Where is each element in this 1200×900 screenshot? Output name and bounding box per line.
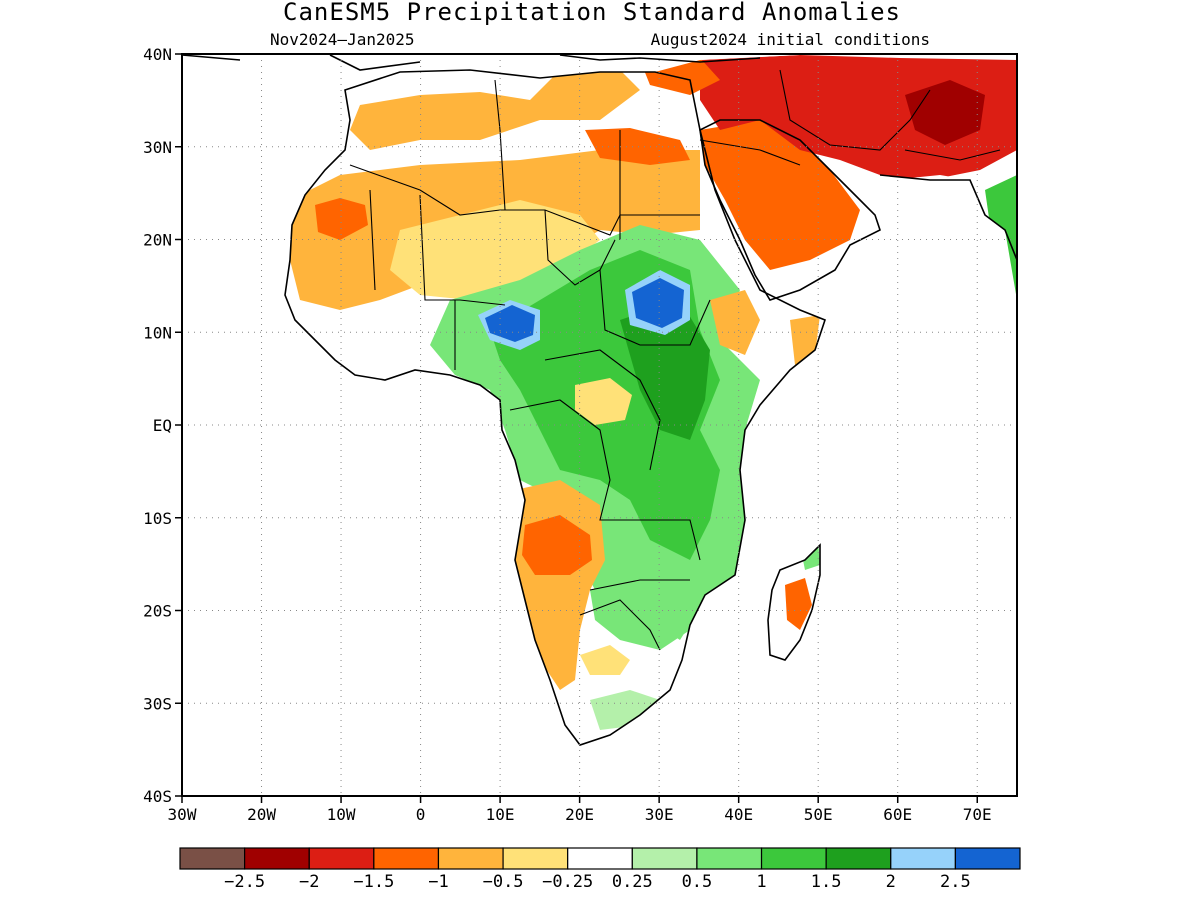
lon-tick-label: 30W (168, 805, 197, 824)
lat-tick-label: 30N (143, 138, 172, 157)
lat-tick-label: 40N (143, 45, 172, 64)
sudan-south-core (632, 278, 684, 328)
colorbar-swatch (502, 847, 569, 870)
lon-tick-label: 10E (486, 805, 515, 824)
gridlines (182, 54, 1017, 796)
lat-tick-label: EQ (153, 416, 172, 435)
lon-tick-label: 10W (327, 805, 356, 824)
madagascar-coastline (767, 543, 821, 661)
north-africa-dry (350, 70, 640, 150)
colorbar-label: 2 (886, 872, 896, 892)
colorbar-swatch (825, 847, 892, 870)
colorbar-swatch (631, 847, 698, 870)
southern-africa-green (590, 575, 705, 650)
colorbar-label: −0.5 (483, 872, 524, 892)
colorbar-swatch (437, 847, 504, 870)
subtitle-initial-conditions: August2024 initial conditions (651, 30, 930, 49)
east-africa-wet (620, 300, 710, 440)
colorbar-label: −1.5 (353, 872, 394, 892)
colorbar-label: −1 (428, 872, 448, 892)
colorbar-swatch (760, 847, 827, 870)
madagascar (785, 578, 812, 630)
colorbar-swatch (308, 847, 375, 870)
colorbar-label: 2.5 (940, 872, 971, 892)
colorbar-label: −0.25 (542, 872, 593, 892)
colorbar-swatch (567, 847, 633, 870)
lat-tick-label: 30S (143, 694, 172, 713)
afghanistan-core (905, 80, 985, 145)
colorbar-swatch (373, 847, 440, 870)
colorbar-label: −2 (299, 872, 319, 892)
lon-tick-label: 40E (724, 805, 753, 824)
lat-tick-label: 40S (143, 787, 172, 806)
arabia (700, 120, 860, 270)
country-borders (349, 69, 1001, 651)
colorbar-label: 1 (756, 872, 766, 892)
colorbar-swatch (179, 847, 246, 870)
mediterranean-north (182, 54, 761, 71)
colorbar-swatch (954, 847, 1021, 870)
arabia-coastline (699, 119, 881, 301)
lon-tick-label: 60E (883, 805, 912, 824)
horn-dry (710, 290, 760, 355)
colorbar: −2.5 −2 −1.5 −1 −0.5 −0.25 0.25 0.5 1 1.5 2 2.5 (179, 847, 1021, 892)
angola (522, 515, 592, 575)
congo-dry-patch (575, 378, 632, 425)
lon-tick-label: 30E (645, 805, 674, 824)
colorbar-label: 0.5 (682, 872, 713, 892)
lon-tick-label: 20W (247, 805, 276, 824)
south-africa-dry (580, 645, 630, 675)
colorbar-label: 1.5 (811, 872, 842, 892)
lat-tick-label: 10N (143, 323, 172, 342)
lon-tick-label: 0 (416, 805, 426, 824)
asia-coastline (879, 174, 1017, 261)
colorbar-swatch (890, 847, 956, 870)
lon-tick-label: 20E (565, 805, 594, 824)
lat-tick-label: 20N (143, 231, 172, 250)
colorbar-label: −2.5 (224, 872, 265, 892)
colorbar-label: 0.25 (612, 872, 653, 892)
mauritania-core (315, 198, 368, 240)
lon-axis: 30W 20W 10W 0 10E 20E 30E 40E 50E 60E 70E (168, 796, 992, 824)
chad-lake-core (485, 305, 535, 342)
lon-tick-label: 70E (963, 805, 992, 824)
lat-tick-label: 20S (143, 602, 172, 621)
lat-tick-label: 10S (143, 509, 172, 528)
lat-axis: 40N 30N 20N 10N EQ 10S 20S 30S 40S (143, 45, 182, 806)
colorbar-swatch (696, 847, 763, 870)
libya-egypt-orange (585, 128, 690, 165)
map-title: CanESM5 Precipitation Standard Anomalies (283, 0, 901, 26)
lon-tick-label: 50E (804, 805, 833, 824)
colorbar-swatch (244, 847, 310, 870)
subtitle-period: Nov2024–Jan2025 (270, 30, 415, 49)
